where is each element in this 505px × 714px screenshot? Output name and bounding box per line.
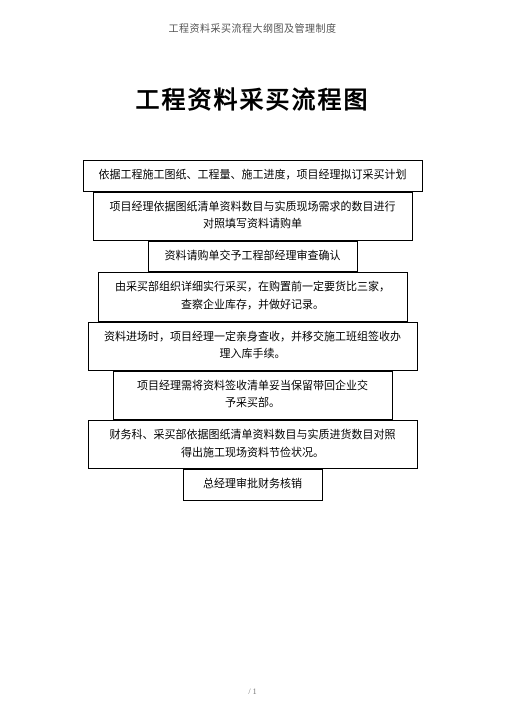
flow-node-n7: 财务科、采买部依据图纸清单资料数目与实质进货数目对照得出施工现场资料节俭状况。: [88, 420, 418, 469]
page-title: 工程资料采买流程图: [0, 80, 505, 115]
flowchart-container: 依据工程施工图纸、工程量、施工进度，项目经理拟订采买计划项目经理依据图纸清单资料…: [0, 160, 505, 501]
flow-node-n2: 项目经理依据图纸清单资料数目与实质现场需求的数目进行对照填写资料请购单: [93, 192, 413, 241]
flow-node-n4: 由采买部组织详细实行采买，在购置前一定要货比三家，查察企业库存，并做好记录。: [98, 272, 408, 321]
flow-node-n5: 资料进场时，项目经理一定亲身查收，并移交施工班组签收办理入库手续。: [88, 322, 418, 371]
flow-node-n3: 资料请购单交予工程部经理审查确认: [148, 241, 358, 273]
flow-node-n6: 项目经理需将资料签收清单妥当保留带回企业交予采买部。: [113, 371, 393, 420]
page-footer: / 1: [0, 687, 505, 696]
flow-node-n1: 依据工程施工图纸、工程量、施工进度，项目经理拟订采买计划: [83, 160, 423, 192]
page-header: 工程资料采买流程大纲图及管理制度: [0, 20, 505, 35]
flow-node-n8: 总经理审批财务核销: [183, 469, 323, 501]
